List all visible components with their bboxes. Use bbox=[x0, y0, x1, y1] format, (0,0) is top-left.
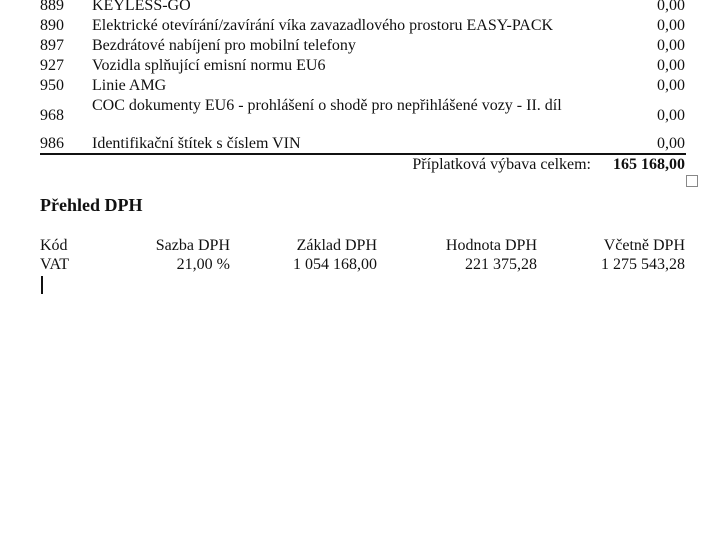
item-price: 0,00 bbox=[657, 77, 685, 94]
item-price: 0,00 bbox=[657, 107, 685, 124]
text-cursor bbox=[41, 276, 43, 294]
vat-rate: 21,00 % bbox=[176, 256, 230, 273]
item-description: Elektrické otevírání/zavírání víka zavaz… bbox=[92, 17, 554, 34]
item-code: 897 bbox=[40, 37, 64, 54]
vat-base: 1 054 168,00 bbox=[293, 256, 377, 273]
paragraph-marker-checkbox[interactable] bbox=[686, 175, 698, 187]
vat-total: 1 275 543,28 bbox=[601, 256, 685, 273]
vat-header-code: Kód bbox=[40, 237, 68, 254]
total-label: Příplatková výbava celkem: bbox=[412, 156, 591, 173]
vat-code: VAT bbox=[40, 256, 70, 273]
item-price: 0,00 bbox=[657, 135, 685, 152]
total-value: 165 168,00 bbox=[613, 156, 685, 173]
item-description: Identifikační štítek s číslem VIN bbox=[92, 135, 301, 152]
item-description: Bezdrátové nabíjení pro mobilní telefony bbox=[92, 37, 356, 54]
item-description: COC dokumenty EU6 - prohlášení o shodě p… bbox=[92, 97, 562, 114]
table-row: 968 COC dokumenty EU6 - prohlášení o shod… bbox=[40, 96, 685, 134]
total-divider bbox=[40, 153, 686, 155]
item-code: 968 bbox=[40, 107, 64, 124]
item-price: 0,00 bbox=[657, 0, 685, 14]
item-price: 0,00 bbox=[657, 57, 685, 74]
item-code: 890 bbox=[40, 17, 64, 34]
item-description: Linie AMG bbox=[92, 77, 167, 94]
vat-section-title: Přehled DPH bbox=[40, 195, 143, 215]
options-total: Příplatková výbava celkem: 165 168,00 bbox=[412, 155, 685, 174]
item-price: 0,00 bbox=[657, 37, 685, 54]
item-description: Vozidla splňující emisní normu EU6 bbox=[92, 57, 326, 74]
vat-header-total: Včetně DPH bbox=[603, 237, 685, 254]
item-code: 986 bbox=[40, 135, 64, 152]
vat-amount: 221 375,28 bbox=[465, 256, 537, 273]
vat-header-rate: Sazba DPH bbox=[155, 237, 230, 254]
item-code: 927 bbox=[40, 57, 64, 74]
item-code: 950 bbox=[40, 77, 64, 94]
vat-header-base: Základ DPH bbox=[296, 237, 377, 254]
vat-header-amount: Hodnota DPH bbox=[445, 237, 537, 254]
item-description: KEYLESS-GO bbox=[92, 0, 191, 14]
item-price: 0,00 bbox=[657, 17, 685, 34]
item-code: 889 bbox=[40, 0, 64, 14]
